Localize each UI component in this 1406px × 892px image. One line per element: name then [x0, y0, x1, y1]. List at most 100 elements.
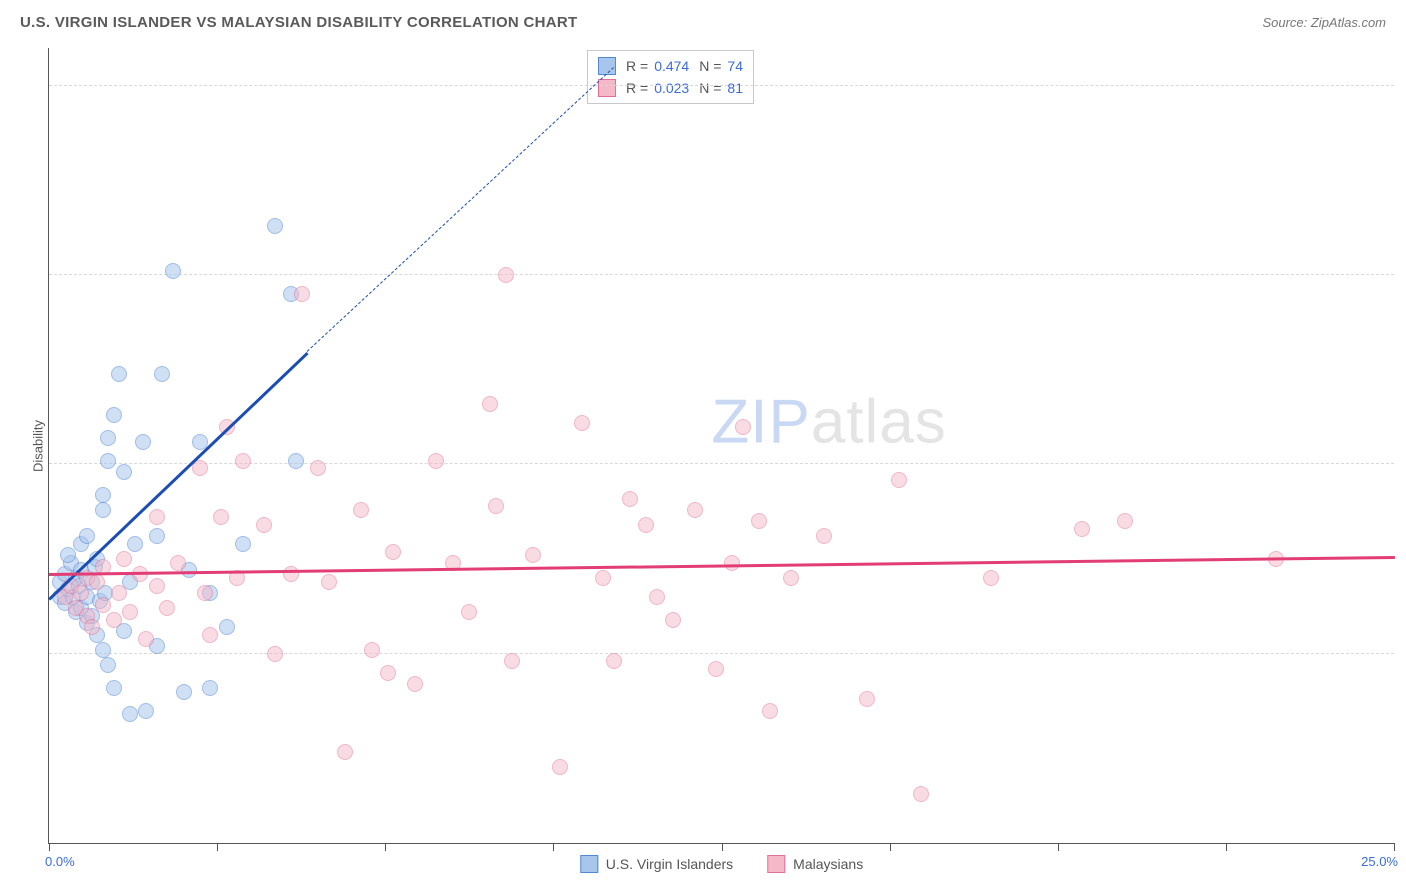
scatter-point: [267, 218, 283, 234]
x-tick: [1394, 843, 1395, 851]
scatter-point: [219, 619, 235, 635]
scatter-point: [138, 703, 154, 719]
scatter-point: [159, 600, 175, 616]
scatter-point: [111, 366, 127, 382]
chart-title: U.S. VIRGIN ISLANDER VS MALAYSIAN DISABI…: [20, 14, 578, 31]
scatter-point: [708, 661, 724, 677]
scatter-point: [525, 547, 541, 563]
scatter-point: [176, 684, 192, 700]
scatter-point: [1074, 521, 1090, 537]
scatter-point: [106, 680, 122, 696]
gridline: [49, 463, 1394, 464]
y-axis-label: Disability: [31, 420, 46, 472]
legend-swatch: [598, 79, 616, 97]
scatter-point: [95, 502, 111, 518]
scatter-point: [353, 502, 369, 518]
stat-r: R = 0.023: [626, 80, 689, 96]
scatter-point: [552, 759, 568, 775]
watermark-zip: ZIP: [711, 387, 810, 456]
gridline: [49, 274, 1394, 275]
y-tick-label: 30.0%: [1402, 253, 1406, 268]
scatter-point: [73, 585, 89, 601]
scatter-point: [106, 407, 122, 423]
plot-container: Disability ZIPatlas 0.0% 25.0% R = 0.474…: [48, 48, 1394, 844]
y-tick-label: 20.0%: [1402, 442, 1406, 457]
scatter-point: [202, 627, 218, 643]
x-axis-max-label: 25.0%: [1361, 854, 1398, 869]
scatter-point: [364, 642, 380, 658]
scatter-point: [89, 574, 105, 590]
scatter-point: [913, 786, 929, 802]
scatter-point: [310, 460, 326, 476]
scatter-point: [106, 612, 122, 628]
scatter-point: [574, 415, 590, 431]
legend-label: U.S. Virgin Islanders: [606, 856, 733, 872]
scatter-point: [385, 544, 401, 560]
scatter-point: [482, 396, 498, 412]
scatter-point: [60, 547, 76, 563]
scatter-point: [983, 570, 999, 586]
scatter-point: [762, 703, 778, 719]
scatter-point: [135, 434, 151, 450]
scatter-point: [165, 263, 181, 279]
scatter-point: [256, 517, 272, 533]
scatter-point: [95, 642, 111, 658]
legend-swatch: [580, 855, 598, 873]
legend-item: Malaysians: [767, 855, 863, 873]
scatter-point: [95, 487, 111, 503]
scatter-point: [283, 566, 299, 582]
scatter-point: [149, 528, 165, 544]
scatter-point: [213, 509, 229, 525]
scatter-point: [149, 509, 165, 525]
correlation-stats-box: R = 0.474N = 74R = 0.023N = 81: [587, 50, 754, 104]
trend-line-dashed: [307, 67, 615, 352]
x-tick: [385, 843, 386, 851]
scatter-point: [649, 589, 665, 605]
x-tick: [722, 843, 723, 851]
scatter-point: [294, 286, 310, 302]
scatter-point: [95, 597, 111, 613]
scatter-point: [1117, 513, 1133, 529]
scatter-point: [687, 502, 703, 518]
scatter-point: [461, 604, 477, 620]
x-tick: [217, 843, 218, 851]
scatter-point: [665, 612, 681, 628]
scatter-point: [100, 453, 116, 469]
y-tick-label: 40.0%: [1402, 63, 1406, 78]
scatter-point: [197, 585, 213, 601]
x-tick: [1226, 843, 1227, 851]
scatter-point: [783, 570, 799, 586]
scatter-point: [288, 453, 304, 469]
scatter-point: [79, 528, 95, 544]
scatter-point: [202, 680, 218, 696]
scatter-point: [816, 528, 832, 544]
scatter-point: [138, 631, 154, 647]
scatter-point: [638, 517, 654, 533]
scatter-point: [267, 646, 283, 662]
plot-area: ZIPatlas 0.0% 25.0% R = 0.474N = 74R = 0…: [48, 48, 1394, 844]
chart-source: Source: ZipAtlas.com: [1262, 15, 1386, 30]
scatter-point: [337, 744, 353, 760]
scatter-point: [724, 555, 740, 571]
scatter-point: [622, 491, 638, 507]
stat-n: N = 81: [699, 80, 743, 96]
bottom-legend: U.S. Virgin Islanders Malaysians: [580, 855, 863, 873]
scatter-point: [735, 419, 751, 435]
scatter-point: [100, 430, 116, 446]
legend-item: U.S. Virgin Islanders: [580, 855, 733, 873]
stat-r: R = 0.474: [626, 58, 689, 74]
scatter-point: [122, 604, 138, 620]
watermark-atlas: atlas: [811, 387, 947, 456]
legend-swatch: [767, 855, 785, 873]
x-axis-min-label: 0.0%: [45, 854, 75, 869]
scatter-point: [606, 653, 622, 669]
scatter-point: [116, 551, 132, 567]
scatter-point: [488, 498, 504, 514]
scatter-point: [428, 453, 444, 469]
scatter-point: [859, 691, 875, 707]
scatter-point: [407, 676, 423, 692]
scatter-point: [498, 267, 514, 283]
scatter-point: [84, 619, 100, 635]
x-tick: [49, 843, 50, 851]
x-tick: [890, 843, 891, 851]
